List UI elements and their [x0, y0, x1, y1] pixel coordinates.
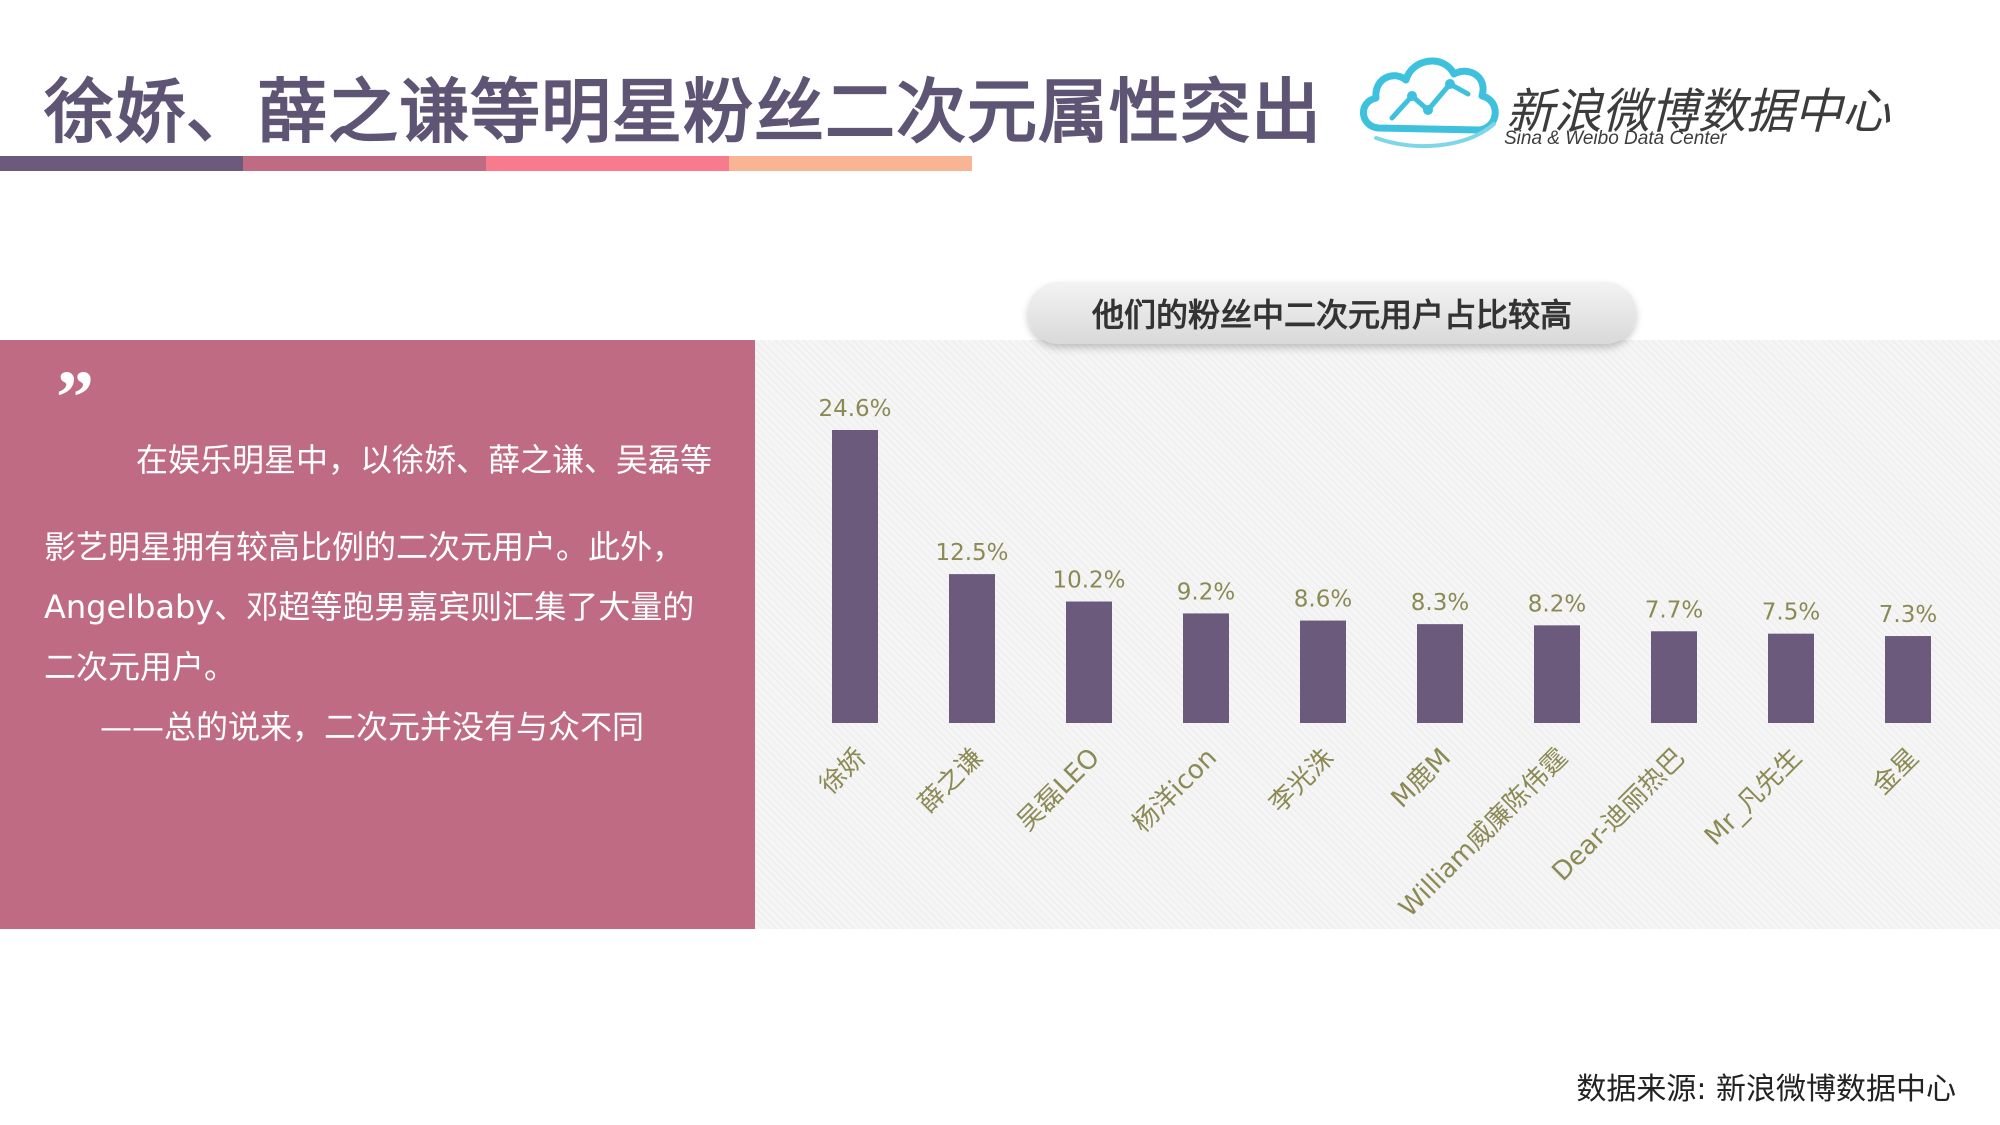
quote-line: Angelbaby、邓超等跑男嘉宾则汇集了大量的 — [44, 588, 695, 626]
quote-panel: ” 在娱乐明星中，以徐娇、薛之谦、吴磊等 影艺明星拥有较高比例的二次元用户。此外… — [0, 340, 755, 929]
bar-value-label: 7.7% — [1645, 597, 1703, 623]
bar-8 — [1651, 631, 1697, 723]
bar-value-label: 8.3% — [1411, 590, 1469, 616]
category-tick-label: 金星 — [1867, 743, 1925, 801]
bar-6 — [1417, 624, 1463, 723]
bar-value-label: 9.2% — [1177, 579, 1235, 605]
bar-1 — [832, 430, 878, 723]
bar-value-label: 10.2% — [1052, 568, 1125, 594]
logo-name-cn: 新浪微博数据中心 — [1506, 84, 1891, 140]
data-source: 数据来源: 新浪微博数据中心 — [1576, 1072, 1956, 1107]
category-tick-label: Mr_凡先生 — [1699, 743, 1808, 852]
bar-value-label: 7.3% — [1879, 602, 1937, 628]
logo-name-en: Sina & Weibo Data Center — [1504, 128, 1727, 149]
title-underline-segment — [729, 156, 972, 171]
category-tick-label: 杨洋icon — [1127, 743, 1223, 839]
bar-value-label: 12.5% — [935, 540, 1008, 566]
page-title: 徐娇、薛之谦等明星粉丝二次元属性突出 — [44, 71, 1322, 153]
bar-7 — [1534, 625, 1580, 723]
quote-line: 在娱乐明星中，以徐娇、薛之谦、吴磊等 — [136, 441, 713, 479]
cloud-chart-icon — [1360, 57, 1499, 148]
bar-5 — [1300, 620, 1346, 723]
quote-mark: ” — [56, 356, 94, 440]
quote-line: 二次元用户。 — [44, 648, 237, 686]
category-tick-label: M鹿M — [1386, 743, 1457, 814]
bar-3 — [1066, 601, 1112, 723]
bar-value-label: 8.6% — [1294, 587, 1352, 613]
bar-2 — [949, 574, 995, 723]
title-underline-segment — [486, 156, 729, 171]
bar-value-label: 24.6% — [818, 396, 891, 422]
title-underline-segment — [0, 156, 243, 171]
category-tick-label: 吴磊LEO — [1012, 743, 1106, 837]
quote-line: 影艺明星拥有较高比例的二次元用户。此外， — [44, 528, 685, 566]
bar-4 — [1183, 613, 1229, 723]
bar-10 — [1885, 636, 1931, 723]
title-underline-segment — [243, 156, 486, 171]
category-tick-label: 徐娇 — [814, 743, 872, 801]
category-tick-label: 薛之谦 — [913, 743, 989, 819]
sina-weibo-logo: 新浪微博数据中心 Sina & Weibo Data Center — [1356, 40, 1936, 158]
bar-9 — [1768, 633, 1814, 723]
category-tick-label: 李光洙 — [1264, 743, 1340, 819]
bar-value-label: 7.5% — [1762, 600, 1820, 626]
chart-title: 他们的粉丝中二次元用户占比较高 — [1028, 282, 1636, 344]
quote-line: ——总的说来，二次元并没有与众不同 — [100, 708, 645, 746]
bar-value-label: 8.2% — [1528, 591, 1586, 617]
